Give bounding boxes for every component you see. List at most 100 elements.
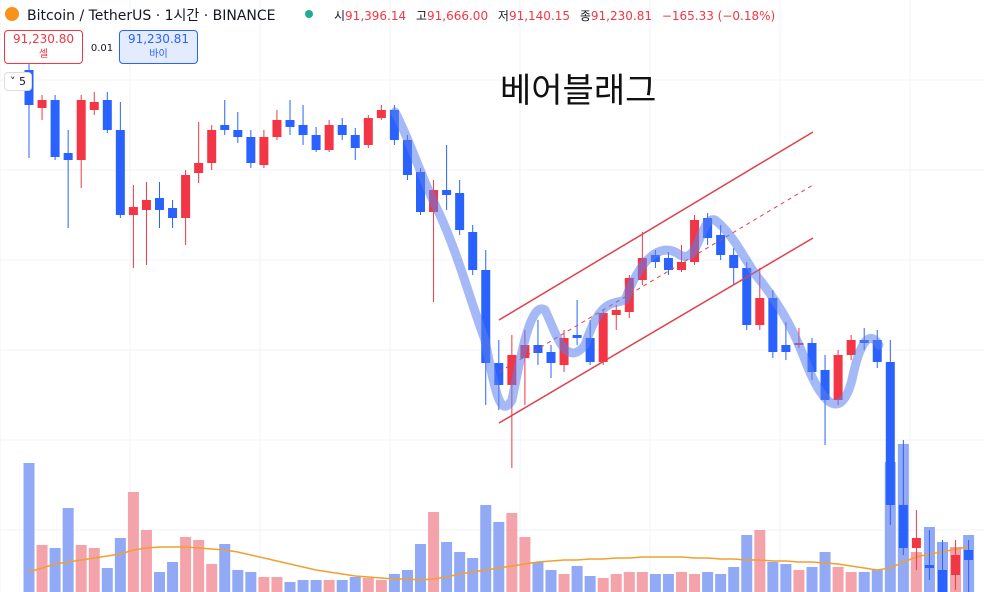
candle-body (141, 200, 151, 210)
candle-body (663, 258, 673, 270)
volume-bar (245, 572, 257, 592)
indicator-toggle[interactable]: ˅ 5 (4, 72, 32, 91)
candle-body (389, 110, 399, 140)
volume-bar (127, 492, 139, 592)
candle-body (755, 298, 765, 325)
volume-bar (219, 544, 231, 592)
candle-body (611, 310, 621, 315)
candle-body (729, 255, 739, 268)
candle-body (911, 538, 921, 548)
volume-bar (271, 577, 283, 592)
candle-body (272, 120, 282, 137)
symbol[interactable]: Bitcoin / TetherUS · 1시간 · BINANCE (27, 8, 276, 24)
candle-body (964, 550, 974, 560)
volume-bar (702, 572, 714, 592)
candle-body (50, 100, 60, 157)
volume-bar (728, 567, 740, 592)
change: −165.33 (−0.18%) (661, 9, 776, 23)
volume-bar (362, 578, 374, 592)
channel-mid (498, 184, 814, 373)
ohlc-value: 91,140.15 (508, 9, 571, 23)
volume-bar (140, 530, 152, 592)
volume-bar (336, 580, 348, 592)
candle-body (585, 338, 595, 362)
ohlc-value: 91,666.00 (427, 9, 489, 23)
candle-body (481, 270, 491, 363)
candle-body (155, 198, 164, 210)
candle-body (89, 102, 99, 110)
volume-bar (114, 538, 126, 592)
hand-drawn-path (390, 107, 884, 411)
channel-upper (498, 131, 814, 321)
volume-bar (323, 580, 335, 592)
volume-bar (167, 562, 179, 592)
volume-bar (689, 574, 701, 592)
volume-bar (767, 562, 779, 592)
volume-bar (571, 566, 583, 592)
volume-bar (741, 535, 753, 592)
volume-bar (258, 577, 270, 592)
candle-body (833, 355, 843, 400)
candle-body (781, 345, 791, 352)
volume-bar (480, 505, 492, 592)
candle-body (102, 100, 112, 130)
coin-icon (5, 7, 19, 21)
candle-body (885, 362, 895, 505)
candle-body (924, 565, 934, 568)
volume-bar (310, 580, 322, 592)
candle-body (872, 340, 882, 362)
candle-body (442, 190, 452, 195)
ohlc-value: 91,230.81 (590, 9, 652, 23)
volume-bar (819, 552, 831, 592)
candle-body (572, 335, 582, 338)
volume-bar (832, 567, 844, 592)
volume-bar (75, 545, 87, 592)
status-dot (305, 10, 313, 18)
volume-bar (676, 572, 687, 592)
sell-button[interactable]: 91,230.80 셀 (4, 30, 83, 64)
volume-bar (532, 562, 544, 592)
candle-body (311, 135, 321, 150)
candle-body (337, 125, 347, 135)
candle-body (168, 208, 178, 218)
volume-bar (88, 548, 100, 592)
channel-lower (498, 237, 814, 424)
volume-bar (636, 572, 648, 592)
candle-body (207, 130, 217, 163)
candle-body (468, 232, 478, 270)
ohlc: 시91,396.14 고91,666.00 저91,140.15 종91,230… (334, 7, 781, 24)
sell-label: 셀 (38, 49, 49, 60)
candle-body (768, 298, 778, 352)
candle-body (742, 268, 752, 325)
candle-body (507, 355, 517, 385)
ohlc-value: 91,396.14 (345, 9, 407, 23)
candle-body (598, 313, 608, 362)
candle-body (220, 125, 230, 130)
ohlc-label: 저 (497, 9, 509, 23)
volume-bar (506, 513, 518, 592)
volume-bar (793, 570, 805, 592)
buy-button[interactable]: 91,230.81 바이 (119, 30, 198, 64)
volume-bar (297, 580, 309, 592)
candle-body (324, 125, 334, 150)
volume-bar (558, 574, 570, 592)
volume-bar (715, 574, 727, 592)
volume-bar (871, 570, 883, 592)
candle-body (298, 125, 308, 135)
candle-body (128, 207, 138, 215)
candle-body (716, 235, 726, 255)
candle-body (76, 100, 86, 160)
volume-bar (206, 564, 218, 592)
volume-bar (428, 512, 440, 592)
volume-bar (23, 463, 35, 592)
volume-bar (101, 568, 113, 592)
volume-bar (545, 570, 557, 592)
volume-bar (284, 582, 296, 592)
candle-body (898, 505, 908, 548)
volume-bar (49, 548, 61, 592)
candle-body (677, 262, 686, 270)
volume-bar (388, 574, 400, 592)
volume-bar (232, 570, 244, 592)
volume-ma (28, 546, 969, 581)
